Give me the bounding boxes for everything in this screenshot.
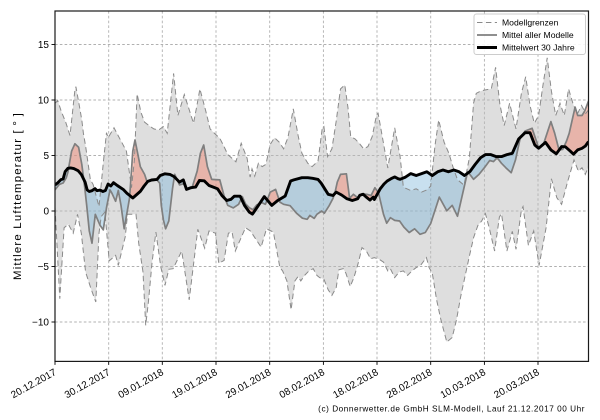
svg-text:(c) Donnerwetter.de GmbH SLM-M: (c) Donnerwetter.de GmbH SLM-Modell, Lau… (318, 405, 585, 414)
svg-text:−5: −5 (38, 262, 50, 273)
svg-text:0: 0 (43, 206, 49, 217)
svg-text:10: 10 (38, 95, 50, 106)
svg-text:−10: −10 (32, 317, 49, 328)
svg-text:Mittlere Lufttemperatur [ ° ]: Mittlere Lufttemperatur [ ° ] (12, 112, 24, 280)
svg-text:Mittelwert 30 Jahre: Mittelwert 30 Jahre (502, 42, 575, 52)
svg-text:5: 5 (43, 151, 49, 162)
svg-text:15: 15 (38, 40, 50, 51)
svg-text:Modellgrenzen: Modellgrenzen (502, 17, 559, 27)
svg-text:Mittel aller Modelle: Mittel aller Modelle (502, 30, 574, 40)
